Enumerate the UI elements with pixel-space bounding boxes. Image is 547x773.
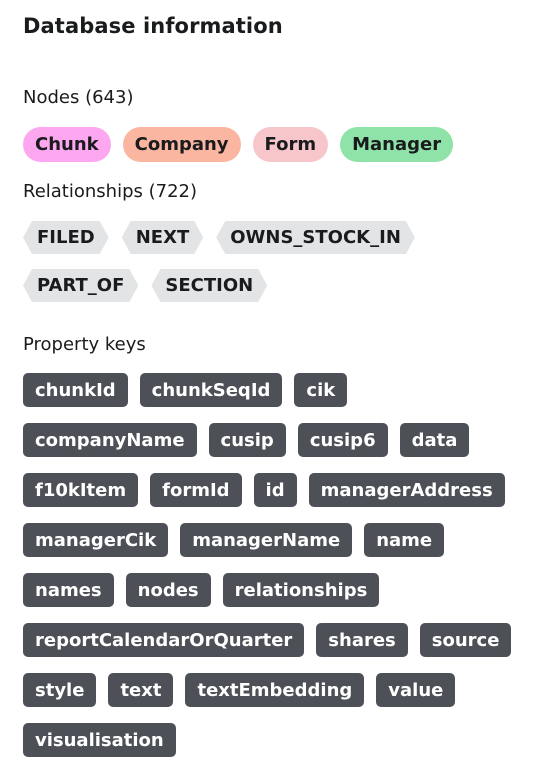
property-key-chip-company-name[interactable]: companyName — [23, 423, 197, 457]
property-key-chip-text[interactable]: text — [108, 673, 174, 707]
property-key-chip-shares[interactable]: shares — [316, 623, 408, 657]
property-key-chip-data[interactable]: data — [399, 423, 470, 457]
property-key-chip-manager-name[interactable]: managerName — [180, 523, 353, 557]
property-key-chip-text-embedding[interactable]: textEmbedding — [185, 673, 365, 707]
relationships-section-label: Relationships (722) — [23, 181, 197, 202]
relationship-chip-next[interactable]: NEXT — [122, 221, 204, 254]
property-key-chip-chunk-seq-id[interactable]: chunkSeqId — [139, 373, 283, 407]
property-key-chip-id[interactable]: id — [253, 473, 297, 507]
property-key-chip-nodes[interactable]: nodes — [125, 573, 211, 607]
property-key-chip-form-id[interactable]: formId — [150, 473, 242, 507]
node-label-chip-manager[interactable]: Manager — [340, 127, 454, 162]
property-key-chip-report-calendar-or-quarter[interactable]: reportCalendarOrQuarter — [23, 623, 305, 657]
property-key-chip-chunk-id[interactable]: chunkId — [23, 373, 128, 407]
property-key-chip-cusip[interactable]: cusip — [208, 423, 286, 457]
relationship-chip-owns-stock-in[interactable]: OWNS_STOCK_IN — [216, 221, 415, 254]
property-key-chip-visualisation[interactable]: visualisation — [23, 723, 176, 757]
property-key-chip-manager-address[interactable]: managerAddress — [308, 473, 505, 507]
property-key-chip-name[interactable]: name — [364, 523, 445, 557]
property-keys-section-label: Property keys — [23, 334, 146, 355]
property-key-chip-value[interactable]: value — [376, 673, 456, 707]
panel-title: Database information — [23, 14, 283, 38]
nodes-section-label: Nodes (643) — [23, 87, 134, 108]
node-label-chip-form[interactable]: Form — [252, 127, 329, 162]
property-key-chip-f10k-item[interactable]: f10kItem — [23, 473, 139, 507]
node-label-chip-chunk[interactable]: Chunk — [23, 127, 111, 162]
property-key-chip-names[interactable]: names — [23, 573, 114, 607]
relationship-chip-part-of[interactable]: PART_OF — [23, 269, 138, 302]
property-key-chip-cusip6[interactable]: cusip6 — [297, 423, 388, 457]
relationship-chip-filed[interactable]: FILED — [23, 221, 109, 254]
node-labels-list: Chunk Company Form Manager — [23, 127, 547, 162]
relationship-chip-section[interactable]: SECTION — [151, 269, 267, 302]
relationship-types-list: FILED NEXT OWNS_STOCK_IN PART_OF SECTION — [23, 221, 463, 317]
node-label-chip-company[interactable]: Company — [122, 127, 241, 162]
property-keys-list: chunkId chunkSeqId cik companyName cusip cusi… — [23, 373, 543, 773]
property-key-chip-relationships[interactable]: relationships — [222, 573, 380, 607]
property-key-chip-cik[interactable]: cik — [294, 373, 348, 407]
property-key-chip-source[interactable]: source — [419, 623, 512, 657]
property-key-chip-style[interactable]: style — [23, 673, 97, 707]
property-key-chip-manager-cik[interactable]: managerCik — [23, 523, 169, 557]
